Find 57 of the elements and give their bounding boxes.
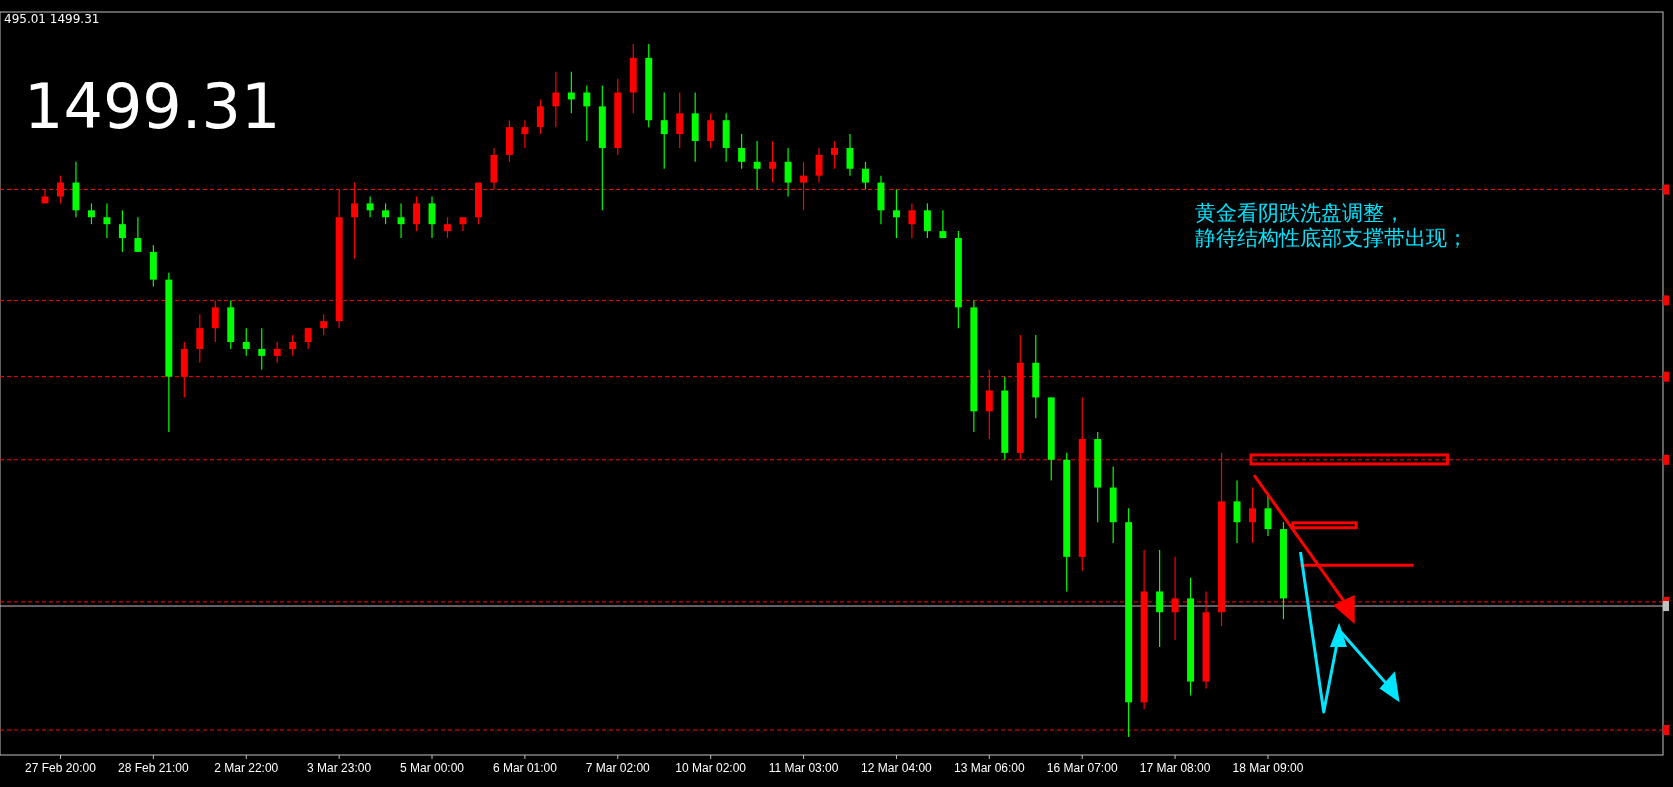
candlestick: [304, 327, 312, 350]
candlestick: [1249, 486, 1256, 544]
x-tick-label: 16 Mar 07:00: [1046, 761, 1118, 775]
text: 495.01 1499.31: [4, 12, 100, 26]
candlestick: [753, 140, 761, 191]
candlestick: [521, 119, 529, 149]
annotation: 静待结构性底部支撑带出现；: [1195, 226, 1468, 250]
candlestick: [862, 161, 869, 191]
candlestick: [87, 202, 95, 225]
x-tick-label: 12 Mar 04:00: [861, 761, 933, 775]
x-tick-label: 17 Mar 08:00: [1139, 761, 1211, 775]
candlestick: [939, 209, 947, 239]
candlestick: [1156, 549, 1164, 648]
x-tick-label: 28 Feb 21:00: [118, 761, 190, 775]
candlestick: [242, 327, 250, 357]
x-tick-label: 11 Mar 03:00: [768, 761, 839, 775]
candlestick: [815, 147, 823, 184]
candlestick: [428, 195, 436, 239]
candlestick: [1264, 493, 1272, 537]
candlestick: [366, 195, 374, 218]
candlestick: [103, 202, 111, 239]
candlestick: [289, 334, 297, 357]
candlestick: [196, 313, 204, 364]
candlestick: [831, 140, 838, 170]
candlestick: [738, 133, 746, 170]
candlestick: [320, 313, 328, 336]
annotation: 黄金看阴跌洗盘调整，: [1195, 201, 1405, 225]
x-tick-label: 27 Feb 20:00: [25, 761, 97, 775]
x-tick-label: 2 Mar 22:00: [214, 761, 279, 775]
x-tick-label: 13 Mar 06:00: [953, 761, 1025, 775]
candlestick: [660, 91, 668, 170]
candlestick: [707, 112, 715, 149]
x-tick-label: 7 Mar 02:00: [585, 761, 651, 775]
candlestick: [382, 202, 390, 225]
candlestick: [536, 98, 544, 135]
candlestick: [1233, 479, 1241, 544]
candlestick: [273, 341, 281, 364]
candlestick: [397, 202, 405, 239]
candlestick: [258, 327, 266, 371]
candlestick: [134, 216, 142, 253]
x-tick-label: 18 Mar 09:00: [1232, 761, 1304, 775]
candlestick: [784, 147, 792, 198]
x-tick-label: 5 Mar 00:00: [400, 761, 465, 775]
candlestick: [908, 202, 916, 239]
candlestick: [444, 216, 451, 239]
candlestick: [118, 209, 126, 253]
candlestick: [413, 195, 421, 232]
candlestick: [552, 71, 560, 128]
candlestick: [892, 188, 900, 239]
x-tick-label: 10 Mar 02:00: [675, 761, 747, 775]
annotation: 1499.31: [24, 70, 281, 143]
candlestick: [769, 140, 777, 184]
candlestick: [583, 84, 591, 142]
candlestick: [676, 91, 684, 149]
x-tick-label: 6 Mar 01:00: [492, 761, 558, 775]
candlestick: [923, 202, 931, 239]
x-tick-label: 3 Mar 23:00: [307, 761, 372, 775]
